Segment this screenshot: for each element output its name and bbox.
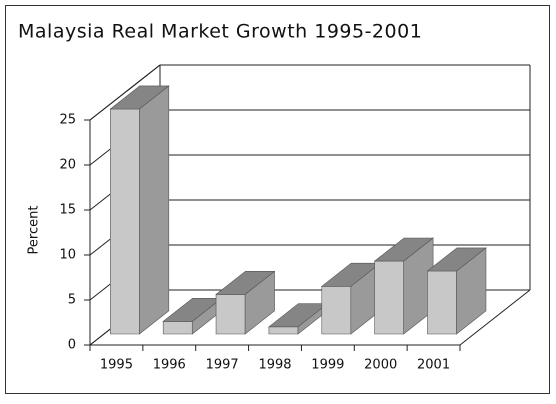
x-tick-label: 2000 <box>364 358 397 373</box>
bar <box>109 85 170 335</box>
bar <box>268 303 329 335</box>
bar-front <box>374 260 405 335</box>
bar-top <box>109 85 170 110</box>
x-tick-label: 1995 <box>100 358 133 373</box>
bar-front <box>215 294 246 335</box>
x-tick-label: 1997 <box>206 358 239 373</box>
y-tick-label: 10 <box>59 248 76 263</box>
bar-front <box>321 285 352 335</box>
bar-top <box>426 247 487 272</box>
grid-line <box>89 64 161 121</box>
bar-front <box>110 108 140 335</box>
bar-side <box>139 85 170 335</box>
x-tick-label: 1996 <box>153 358 186 373</box>
y-tick-label: 20 <box>59 158 76 173</box>
bar <box>215 270 276 335</box>
bar-top <box>373 237 434 262</box>
x-tick-label: 1999 <box>311 358 344 373</box>
chart-title: Malaysia Real Market Growth 1995-2001 <box>18 21 422 43</box>
y-tick-label: 25 <box>59 113 76 128</box>
y-axis-label: Percent <box>27 206 42 255</box>
bar-top <box>215 270 276 295</box>
floor-edge <box>459 289 531 346</box>
bar <box>426 247 487 335</box>
bar-front <box>427 270 457 335</box>
y-tick-label: 5 <box>68 293 76 308</box>
y-tick-label: 0 <box>68 338 76 353</box>
bar <box>373 237 434 335</box>
bar-front <box>268 326 299 335</box>
y-tick-label: 15 <box>59 203 76 218</box>
x-tick-label: 2001 <box>417 358 450 373</box>
x-tick-label: 1998 <box>258 358 291 373</box>
bar-front <box>162 321 193 335</box>
